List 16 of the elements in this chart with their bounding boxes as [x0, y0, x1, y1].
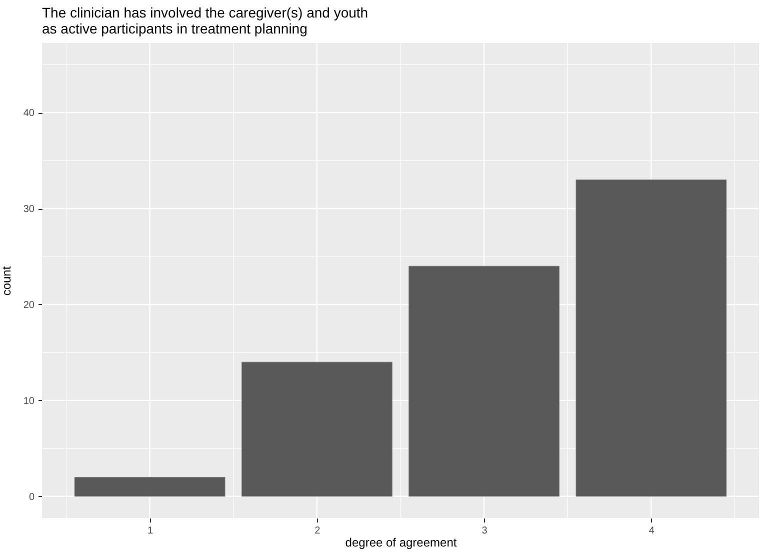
x-tick-label: 4 — [648, 526, 655, 536]
bar — [408, 266, 560, 497]
x-axis-title: degree of agreement — [345, 536, 458, 550]
chart-title: The clinician has involved the caregiver(s) and youth as active participants in treatment planning — [42, 4, 368, 36]
y-tick-label: 0 — [28, 492, 35, 503]
bar — [576, 179, 727, 497]
x-tick-label: 2 — [314, 526, 321, 536]
y-tick-label: 20 — [23, 300, 35, 311]
y-tick-label: 40 — [23, 108, 35, 120]
x-tick-label: 1 — [148, 526, 154, 536]
y-tick-label: 10 — [23, 396, 35, 407]
bar — [241, 362, 392, 497]
y-tick-label: 30 — [23, 204, 35, 216]
y-axis-title: count — [0, 266, 14, 296]
bar — [74, 476, 226, 497]
x-tick-label: 3 — [482, 526, 488, 536]
